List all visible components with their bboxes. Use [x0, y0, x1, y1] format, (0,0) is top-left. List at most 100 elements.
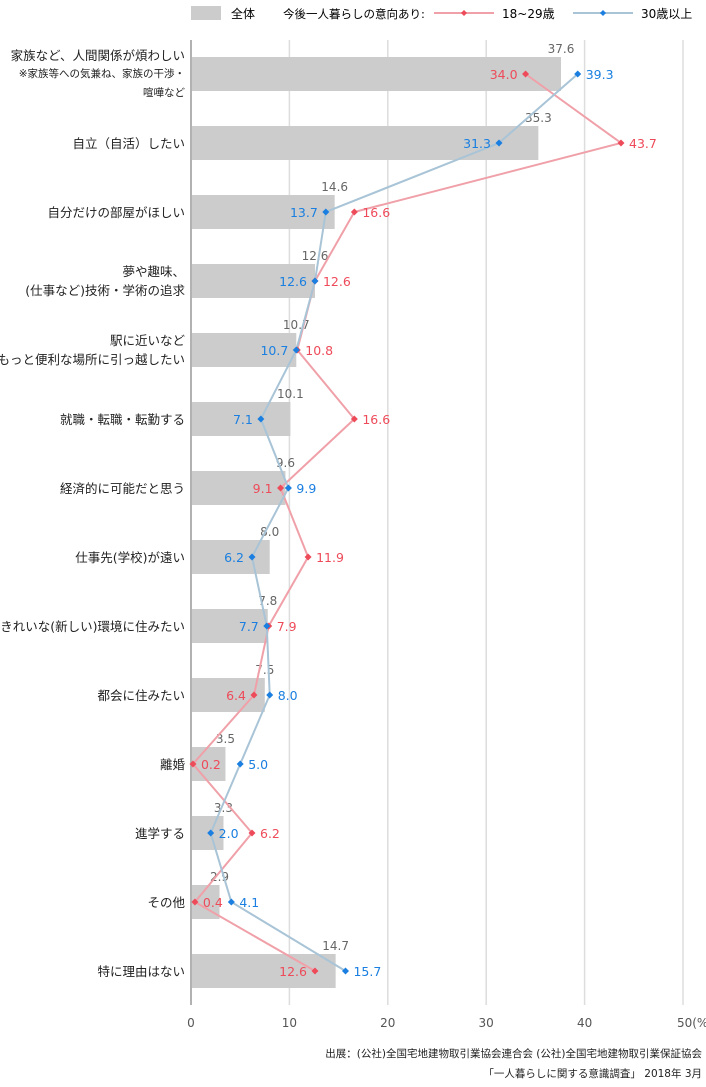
marker-young [277, 484, 285, 492]
value-label-young: 12.6 [323, 274, 351, 289]
x-tick-label: 50(%) [677, 1016, 706, 1030]
marker-older [227, 898, 235, 906]
bar-overall [192, 471, 286, 505]
category-label: 就職・転職・転勤する [60, 410, 185, 429]
x-tick-label: 0 [187, 1016, 195, 1030]
value-label-young: 9.1 [253, 481, 273, 496]
value-label-young: 0.2 [201, 757, 221, 772]
category-line: 駅に近いなど [109, 333, 185, 348]
category-line: (仕事など)技術・学術の追求 [25, 283, 185, 298]
value-label-older: 2.0 [219, 826, 239, 841]
value-label-young: 12.6 [279, 964, 307, 979]
marker-older [495, 139, 503, 147]
x-tick-label: 20 [380, 1016, 395, 1030]
marker-young [617, 139, 625, 147]
marker-young [522, 70, 530, 78]
marker-young [250, 691, 258, 699]
marker-young [350, 208, 358, 216]
value-label-young: 7.9 [277, 619, 297, 634]
value-label-older: 9.9 [296, 481, 316, 496]
bar-overall [192, 57, 561, 91]
x-tick-label: 10 [282, 1016, 297, 1030]
category-label: 自分だけの部屋がほしい [47, 203, 185, 222]
marker-older [284, 484, 292, 492]
legend-group-label: 今後一人暮らしの意向あり: [283, 7, 425, 21]
category-line: 夢や趣味、 [122, 264, 185, 279]
bar-overall [192, 126, 539, 160]
value-label-young: 10.8 [305, 343, 333, 358]
bar-overall [192, 333, 297, 367]
category-line: 特に理由はない [97, 963, 185, 979]
legend-label-overall: 全体 [231, 6, 255, 21]
category-label: 経済的に可能だと思う [60, 479, 185, 498]
value-label-older: 6.2 [224, 550, 244, 565]
marker-older [257, 415, 265, 423]
marker-young [248, 829, 256, 837]
bar-overall [192, 540, 270, 574]
category-line: 進学する [134, 825, 185, 841]
category-label: 進学する [135, 824, 185, 843]
legend-marker-young [461, 10, 467, 16]
source-line-1: 出展：(公社)全国宅地建物取引業協会連合会 (公社)全国宅地建物取引業保証協会 [325, 1048, 702, 1060]
bar-value-label: 10.1 [277, 387, 304, 401]
marker-older [263, 622, 271, 630]
category-label: 仕事先(学校)が遠い [75, 548, 185, 567]
marker-older [322, 208, 330, 216]
category-line: もっと便利な場所に引っ越したい [0, 352, 185, 367]
bar-value-label: 14.7 [322, 939, 349, 953]
value-label-older: 31.3 [463, 136, 491, 151]
bar-value-label: 3.5 [216, 732, 235, 746]
category-line: 経済的に可能だと思う [59, 480, 185, 496]
line-young [191, 73, 624, 972]
marker-older [311, 277, 319, 285]
legend-label-older: 30歳以上 [641, 7, 692, 21]
marker-older [292, 346, 300, 354]
legend-label-young: 18~29歳 [502, 7, 555, 21]
bar-value-label: 14.6 [321, 180, 348, 194]
x-tick-label: 40 [577, 1016, 592, 1030]
value-label-older: 8.0 [278, 688, 298, 703]
bar-overall [192, 264, 315, 298]
bar-overall [192, 195, 335, 229]
category-label: 特に理由はない [97, 962, 185, 981]
marker-older [574, 70, 582, 78]
category-label: 都会に住みたい [97, 686, 185, 705]
value-label-young: 0.4 [203, 895, 223, 910]
category-line: 仕事先(学校)が遠い [75, 549, 185, 565]
category-label: 駅に近いなどもっと便利な場所に引っ越したい [0, 331, 185, 369]
category-label: 離婚 [160, 755, 185, 774]
source-line-2: 「一人暮らしに関する意識調査」 2018年 3月 [483, 1068, 702, 1080]
value-label-older: 7.7 [239, 619, 259, 634]
value-label-young: 34.0 [490, 67, 518, 82]
x-tick-label: 30 [479, 1016, 494, 1030]
value-label-older: 10.7 [260, 343, 288, 358]
category-label: きれいな(新しい)環境に住みたい [0, 617, 185, 636]
marker-older [207, 829, 215, 837]
bar-overall [192, 609, 268, 643]
category-label: 自立（自活）したい [72, 134, 185, 153]
value-label-young: 43.7 [629, 136, 657, 151]
category-sub-line: ※家族等への気兼ね、家族の干渉・ [18, 67, 185, 80]
marker-young [191, 898, 199, 906]
marker-older [266, 691, 274, 699]
value-label-older: 13.7 [290, 205, 318, 220]
marker-young [189, 760, 197, 768]
category-line: 離婚 [159, 756, 185, 772]
marker-older [248, 553, 256, 561]
category-line: 自立（自活）したい [72, 135, 185, 151]
category-line: きれいな(新しい)環境に住みたい [0, 618, 185, 634]
category-line: 家族など、人間関係が煩わしい [10, 47, 185, 63]
category-sub-line: 喧嘩など [143, 86, 185, 99]
marker-young [304, 553, 312, 561]
category-line: 就職・転職・転勤する [59, 411, 185, 427]
bar-overall [192, 402, 291, 436]
value-label-young: 16.6 [362, 412, 390, 427]
value-label-older: 15.7 [353, 964, 381, 979]
value-label-young: 6.2 [260, 826, 280, 841]
marker-older [341, 967, 349, 975]
legend-marker-older [600, 10, 606, 16]
value-label-older: 12.6 [279, 274, 307, 289]
category-label: 夢や趣味、 (仕事など)技術・学術の追求 [25, 262, 185, 300]
bar-value-label: 8.0 [260, 525, 279, 539]
value-label-young: 16.6 [362, 205, 390, 220]
